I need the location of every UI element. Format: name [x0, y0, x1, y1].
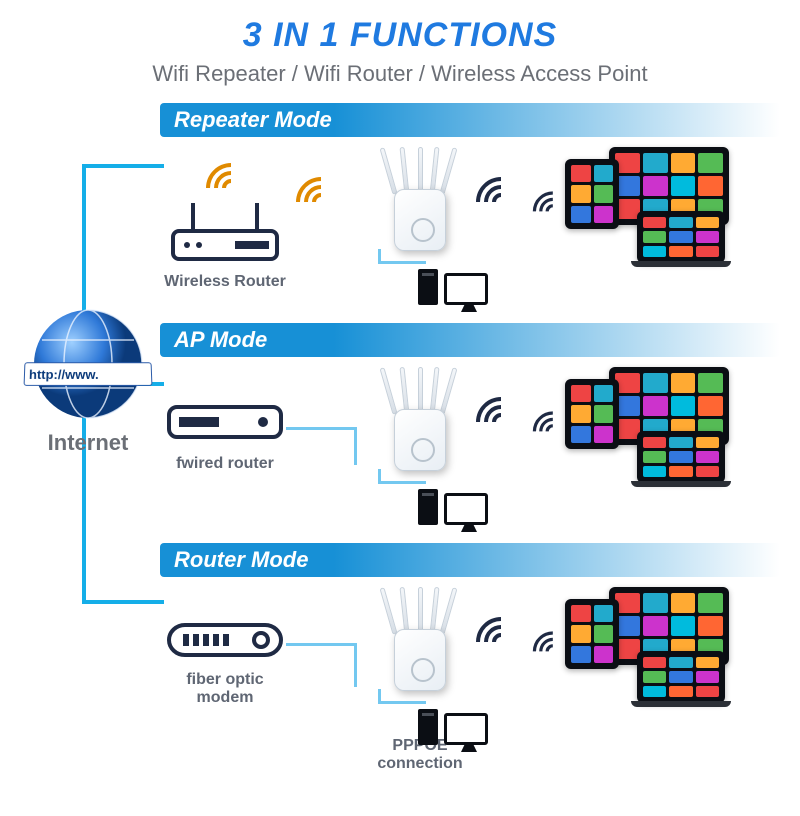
globe-icon: http://www. [28, 304, 148, 424]
wifi-icon [302, 161, 358, 217]
connector-branch-3 [82, 600, 164, 604]
pc-set-icon [418, 489, 488, 525]
wifi-icon [482, 601, 538, 657]
source-caption: fiber optic modem [160, 671, 290, 707]
wired-line [378, 261, 426, 264]
wired-line [378, 689, 381, 703]
wifi-icon [482, 161, 538, 217]
mode-bar-ap: AP Mode [160, 323, 780, 357]
wired-line [286, 427, 356, 430]
wired-line [378, 249, 381, 263]
wired-line [354, 427, 357, 465]
repeater-device-icon [380, 587, 460, 697]
device-cluster-icon [565, 147, 735, 267]
source-caption: Wireless Router [164, 273, 286, 291]
row-router: fiber optic modem PPPOE connection [160, 577, 780, 747]
pc-set-icon [418, 709, 488, 745]
device-cluster-icon [565, 587, 735, 707]
internet-block: http://www. Internet [18, 304, 158, 456]
repeater-device-icon [380, 367, 460, 477]
page-title: 3 IN 1 FUNCTIONS [0, 16, 800, 55]
wired-line [354, 643, 357, 687]
connector-branch-1 [82, 164, 164, 168]
url-ribbon: http://www. [24, 362, 153, 386]
wifi-icon [482, 381, 538, 437]
source-caption: fwired router [176, 455, 274, 473]
mode-bar-label: Router Mode [174, 547, 308, 573]
row-ap: fwired router [160, 357, 780, 527]
pc-set-icon [418, 269, 488, 305]
wired-line [378, 481, 426, 484]
wired-line [378, 469, 381, 483]
mode-bar-label: AP Mode [174, 327, 267, 353]
wired-router-icon [165, 399, 285, 449]
mode-bar-router: Router Mode [160, 543, 780, 577]
mode-bar-repeater: Repeater Mode [160, 103, 780, 137]
page-subtitle: Wifi Repeater / Wifi Router / Wireless A… [0, 61, 800, 87]
wired-line [286, 643, 356, 646]
wired-line [378, 701, 426, 704]
wifi-icon [212, 147, 268, 203]
row-repeater: Wireless Router [160, 137, 780, 307]
mode-bar-label: Repeater Mode [174, 107, 332, 133]
repeater-device-icon [380, 147, 460, 257]
internet-label: Internet [18, 430, 158, 456]
fiber-modem-icon [165, 619, 285, 665]
device-cluster-icon [565, 367, 735, 487]
